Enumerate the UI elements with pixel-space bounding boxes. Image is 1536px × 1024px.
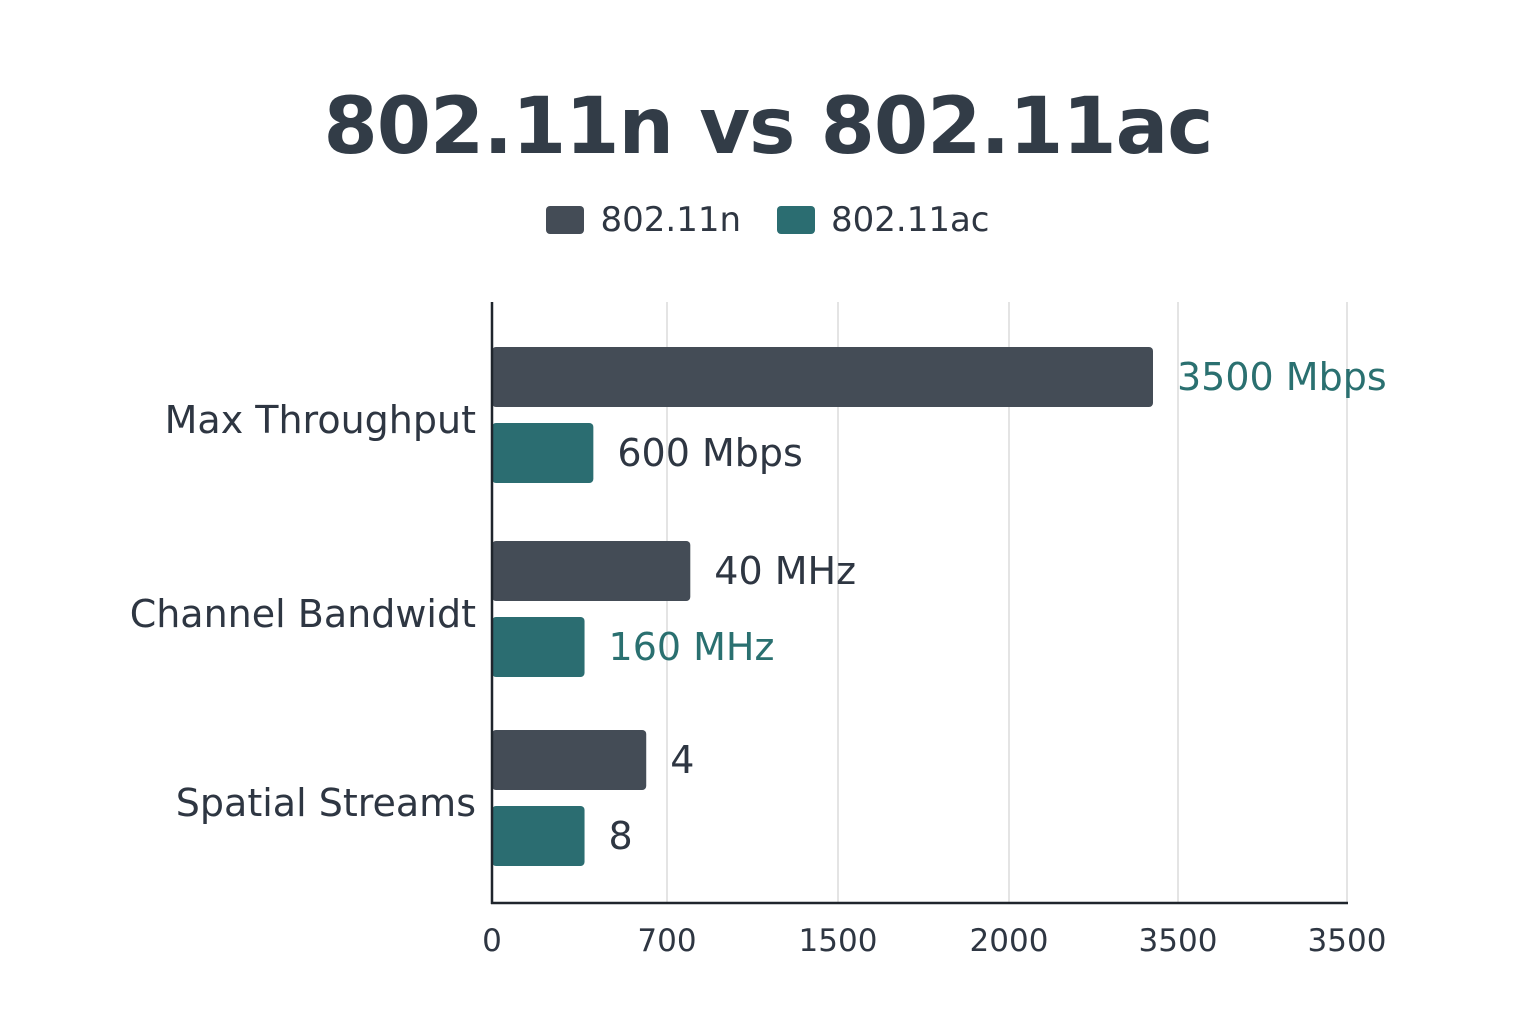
bar-value-label: 4 (670, 738, 694, 782)
x-tick-label: 3500 (1308, 923, 1387, 959)
bar-802-11n-0 (492, 347, 1153, 407)
bar-value-label: 600 Mbps (617, 431, 802, 475)
bar-802-11ac-0 (492, 423, 594, 483)
category-label: Spatial Streams (176, 781, 476, 825)
bar-802-11ac-2 (492, 806, 585, 866)
legend-swatch-802-11n (546, 206, 585, 234)
legend-swatch-802-11ac (777, 206, 815, 234)
x-tick-label: 700 (637, 923, 696, 959)
chart-legend: 802.11n 802.11ac (0, 200, 1536, 240)
bar-value-label: 3500 Mbps (1177, 355, 1387, 399)
bar-value-label: 40 MHz (714, 549, 856, 593)
x-tick-label: 0 (482, 923, 502, 959)
legend-label-802-11ac: 802.11ac (831, 200, 990, 240)
x-tick-label: 1500 (799, 923, 878, 959)
bar-value-label: 8 (609, 814, 633, 858)
bar-value-label: 160 MHz (609, 625, 775, 669)
category-label: Channel Bandwidt (130, 592, 476, 636)
bar-802-11n-1 (492, 541, 691, 601)
x-tick-label: 3500 (1139, 923, 1218, 959)
legend-item-802-11ac: 802.11ac (777, 200, 990, 240)
bar-802-11n-2 (492, 730, 647, 790)
bar-802-11ac-1 (492, 617, 585, 677)
chart-title: 802.11n vs 802.11ac (323, 82, 1214, 172)
legend-label-802-11n: 802.11n (600, 200, 741, 240)
x-tick-label: 2000 (970, 923, 1049, 959)
legend-item-802-11n: 802.11n (546, 200, 741, 240)
category-label: Max Throughput (165, 398, 476, 442)
